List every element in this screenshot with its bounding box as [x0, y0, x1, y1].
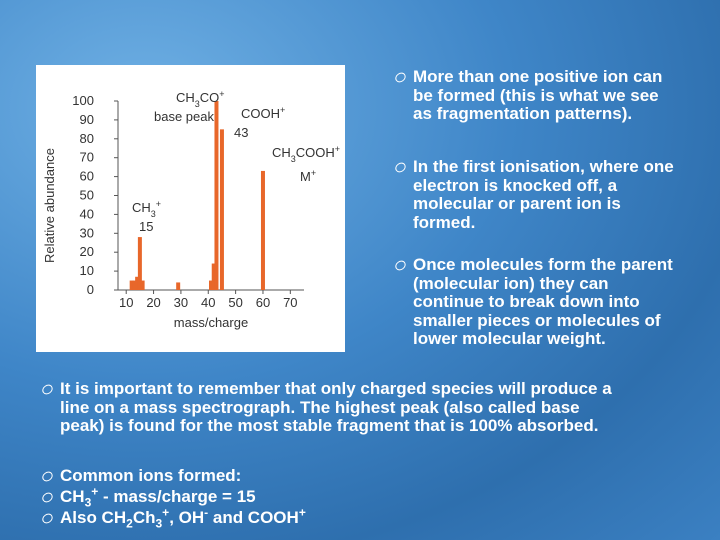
text-segment: + [162, 505, 170, 520]
annotation-segment: + [156, 199, 161, 209]
text-segment: Ch [132, 508, 156, 527]
annotation-segment: 3 [151, 209, 156, 219]
text-segment: and COOH [208, 508, 299, 527]
bullet-marker [40, 469, 55, 484]
bar [260, 170, 265, 290]
bar [140, 280, 145, 290]
annotation: CH3COOH+ [272, 144, 340, 164]
text-segment: Once molecules form the parent (molecula… [413, 255, 673, 348]
annotation-segment: + [280, 105, 285, 115]
text-segment: - mass/charge = 15 [98, 487, 256, 506]
text-segment: 3 [84, 495, 92, 510]
bar [137, 237, 142, 290]
y-tick-label: 0 [87, 282, 94, 297]
annotation-segment: 3 [291, 154, 296, 164]
bullet-marker [393, 258, 408, 273]
bar [129, 280, 134, 290]
annotation-segment: + [335, 144, 340, 154]
annotation-segment: CO [200, 90, 220, 105]
y-tick-label: 10 [80, 263, 94, 278]
annotation: 15 [139, 219, 153, 234]
y-tick-label: 100 [72, 93, 94, 108]
x-tick-label: 20 [146, 295, 160, 310]
annotation-segment: 3 [195, 99, 200, 109]
annotation-segment: CH [272, 145, 291, 160]
annotation: 43 [234, 125, 248, 140]
annotation-segment: COOH [241, 106, 280, 121]
y-tick-label: 80 [80, 131, 94, 146]
x-tick-label: 70 [283, 295, 297, 310]
bullet: Also CH2Ch3+, OH- and COOH+ [40, 506, 620, 531]
bullet: CH3+ - mass/charge = 15 [40, 485, 620, 510]
bullet: More than one positive ion can be formed… [393, 67, 681, 124]
text-segment: It is important to remember that only ch… [60, 379, 612, 435]
y-tick-label: 90 [80, 112, 94, 127]
annotation-segment: + [311, 168, 316, 178]
text-segment: , OH [169, 508, 205, 527]
text-segment: More than one positive ion can be formed… [413, 67, 663, 123]
bullet: Common ions formed: [40, 466, 620, 486]
bar [209, 280, 213, 290]
annotation: CH3CO+ [176, 89, 225, 109]
bar [176, 282, 181, 290]
text-segment: + [298, 505, 306, 520]
bar [211, 263, 216, 290]
annotation: CH3+ [132, 199, 161, 219]
text-segment: 3 [155, 516, 163, 531]
bar [132, 280, 137, 290]
x-tick-label: 30 [174, 295, 188, 310]
text-segment: CH [60, 487, 85, 506]
bar [214, 101, 219, 290]
bullet-marker [40, 382, 55, 397]
text-segment: Also CH [60, 508, 127, 527]
bullet-marker [393, 70, 408, 85]
chart-panel: 0 10 20 30 40 50 60 70 80 90 100 10 20 30 40 50 60 70 mass… [36, 65, 345, 352]
bullet: It is important to remember that only ch… [40, 379, 620, 436]
annotation-segment: M [300, 169, 311, 184]
annotation-segment: CH [132, 200, 151, 215]
text-segment: - [204, 505, 209, 520]
annotation: M+ [300, 168, 316, 184]
x-tick-label: 60 [256, 295, 270, 310]
annotation-segment: CH [176, 90, 195, 105]
y-axis-label: Relative abundance [42, 148, 57, 263]
y-tick-label: 30 [80, 225, 94, 240]
x-axis-label: mass/charge [174, 315, 248, 330]
annotation-segment: + [219, 89, 224, 99]
annotation: COOH+ [241, 105, 285, 121]
x-tick-label: 50 [228, 295, 242, 310]
bar [219, 129, 224, 290]
annotation: base peak [154, 109, 214, 124]
text-segment: In the first ionisation, where one elect… [413, 157, 674, 232]
y-tick-label: 70 [80, 150, 94, 165]
bar [135, 276, 140, 290]
text-segment: Common ions formed: [60, 466, 242, 485]
annotation-segment: 43 [234, 125, 248, 140]
bullet-marker [40, 490, 55, 505]
y-tick-label: 40 [80, 206, 94, 221]
x-tick-label: 40 [201, 295, 215, 310]
text-segment: 2 [126, 516, 133, 531]
bullet: Once molecules form the parent (molecula… [393, 255, 681, 349]
annotation-segment: 15 [139, 219, 153, 234]
y-tick-label: 20 [80, 244, 94, 259]
text-segment: + [91, 484, 99, 499]
y-tick-label: 50 [80, 188, 94, 203]
x-tick-label: 10 [119, 295, 133, 310]
annotation-segment: base peak [154, 109, 214, 124]
annotation-segment: COOH [296, 145, 335, 160]
y-tick-label: 60 [80, 169, 94, 184]
bullet-marker [393, 160, 408, 175]
bullet: In the first ionisation, where one elect… [393, 157, 681, 232]
chart: 0 10 20 30 40 50 60 70 80 90 100 10 20 30 40 50 60 70 mass… [42, 89, 340, 330]
bullet-marker [40, 511, 55, 526]
